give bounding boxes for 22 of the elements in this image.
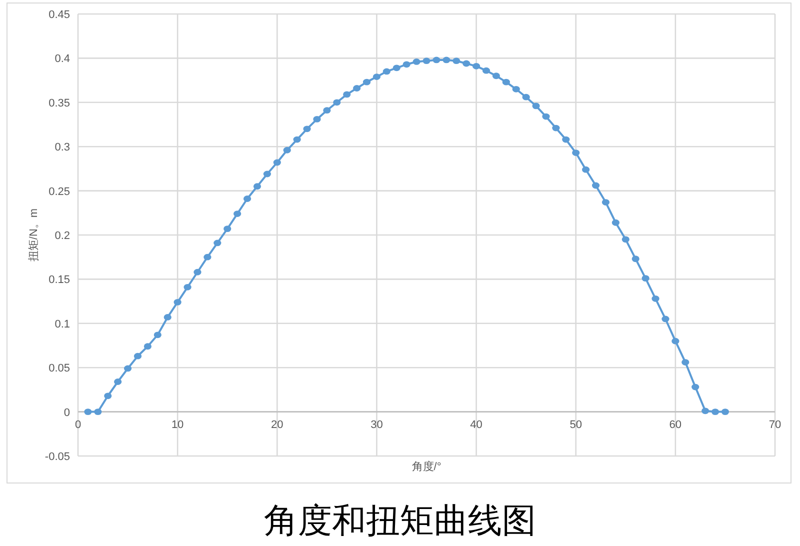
y-tick-label: 0.4 <box>54 53 70 66</box>
y-tick-label: 0 <box>64 406 70 419</box>
x-tick-label: 30 <box>370 418 383 431</box>
y-tick-label: 0.15 <box>48 274 70 286</box>
y-tick-label: 0.3 <box>54 142 70 154</box>
x-tick-label: 0 <box>74 418 82 431</box>
x-tick-label: 70 <box>768 418 782 431</box>
y-tick-label: 0.25 <box>48 186 70 198</box>
y-tick-label: 0.45 <box>48 9 70 21</box>
x-axis-title: 角度/° <box>412 460 442 473</box>
x-tick-label: 50 <box>570 418 582 431</box>
y-tick-label: 0.05 <box>48 362 70 375</box>
y-tick-label: 0.2 <box>54 230 70 242</box>
y-axis-title: 扭矩/N。m <box>28 208 40 262</box>
x-tick-label: 10 <box>171 418 184 431</box>
x-tick-label: 20 <box>271 418 284 431</box>
x-tick-label: 60 <box>669 418 682 431</box>
y-tick-label: 0.1 <box>54 318 70 330</box>
y-tick-label: -0.05 <box>44 451 70 463</box>
text: 角度和扭矩曲线图 <box>264 502 536 540</box>
y-tick-label: 0.35 <box>48 97 70 110</box>
x-tick-label: 40 <box>470 418 482 431</box>
